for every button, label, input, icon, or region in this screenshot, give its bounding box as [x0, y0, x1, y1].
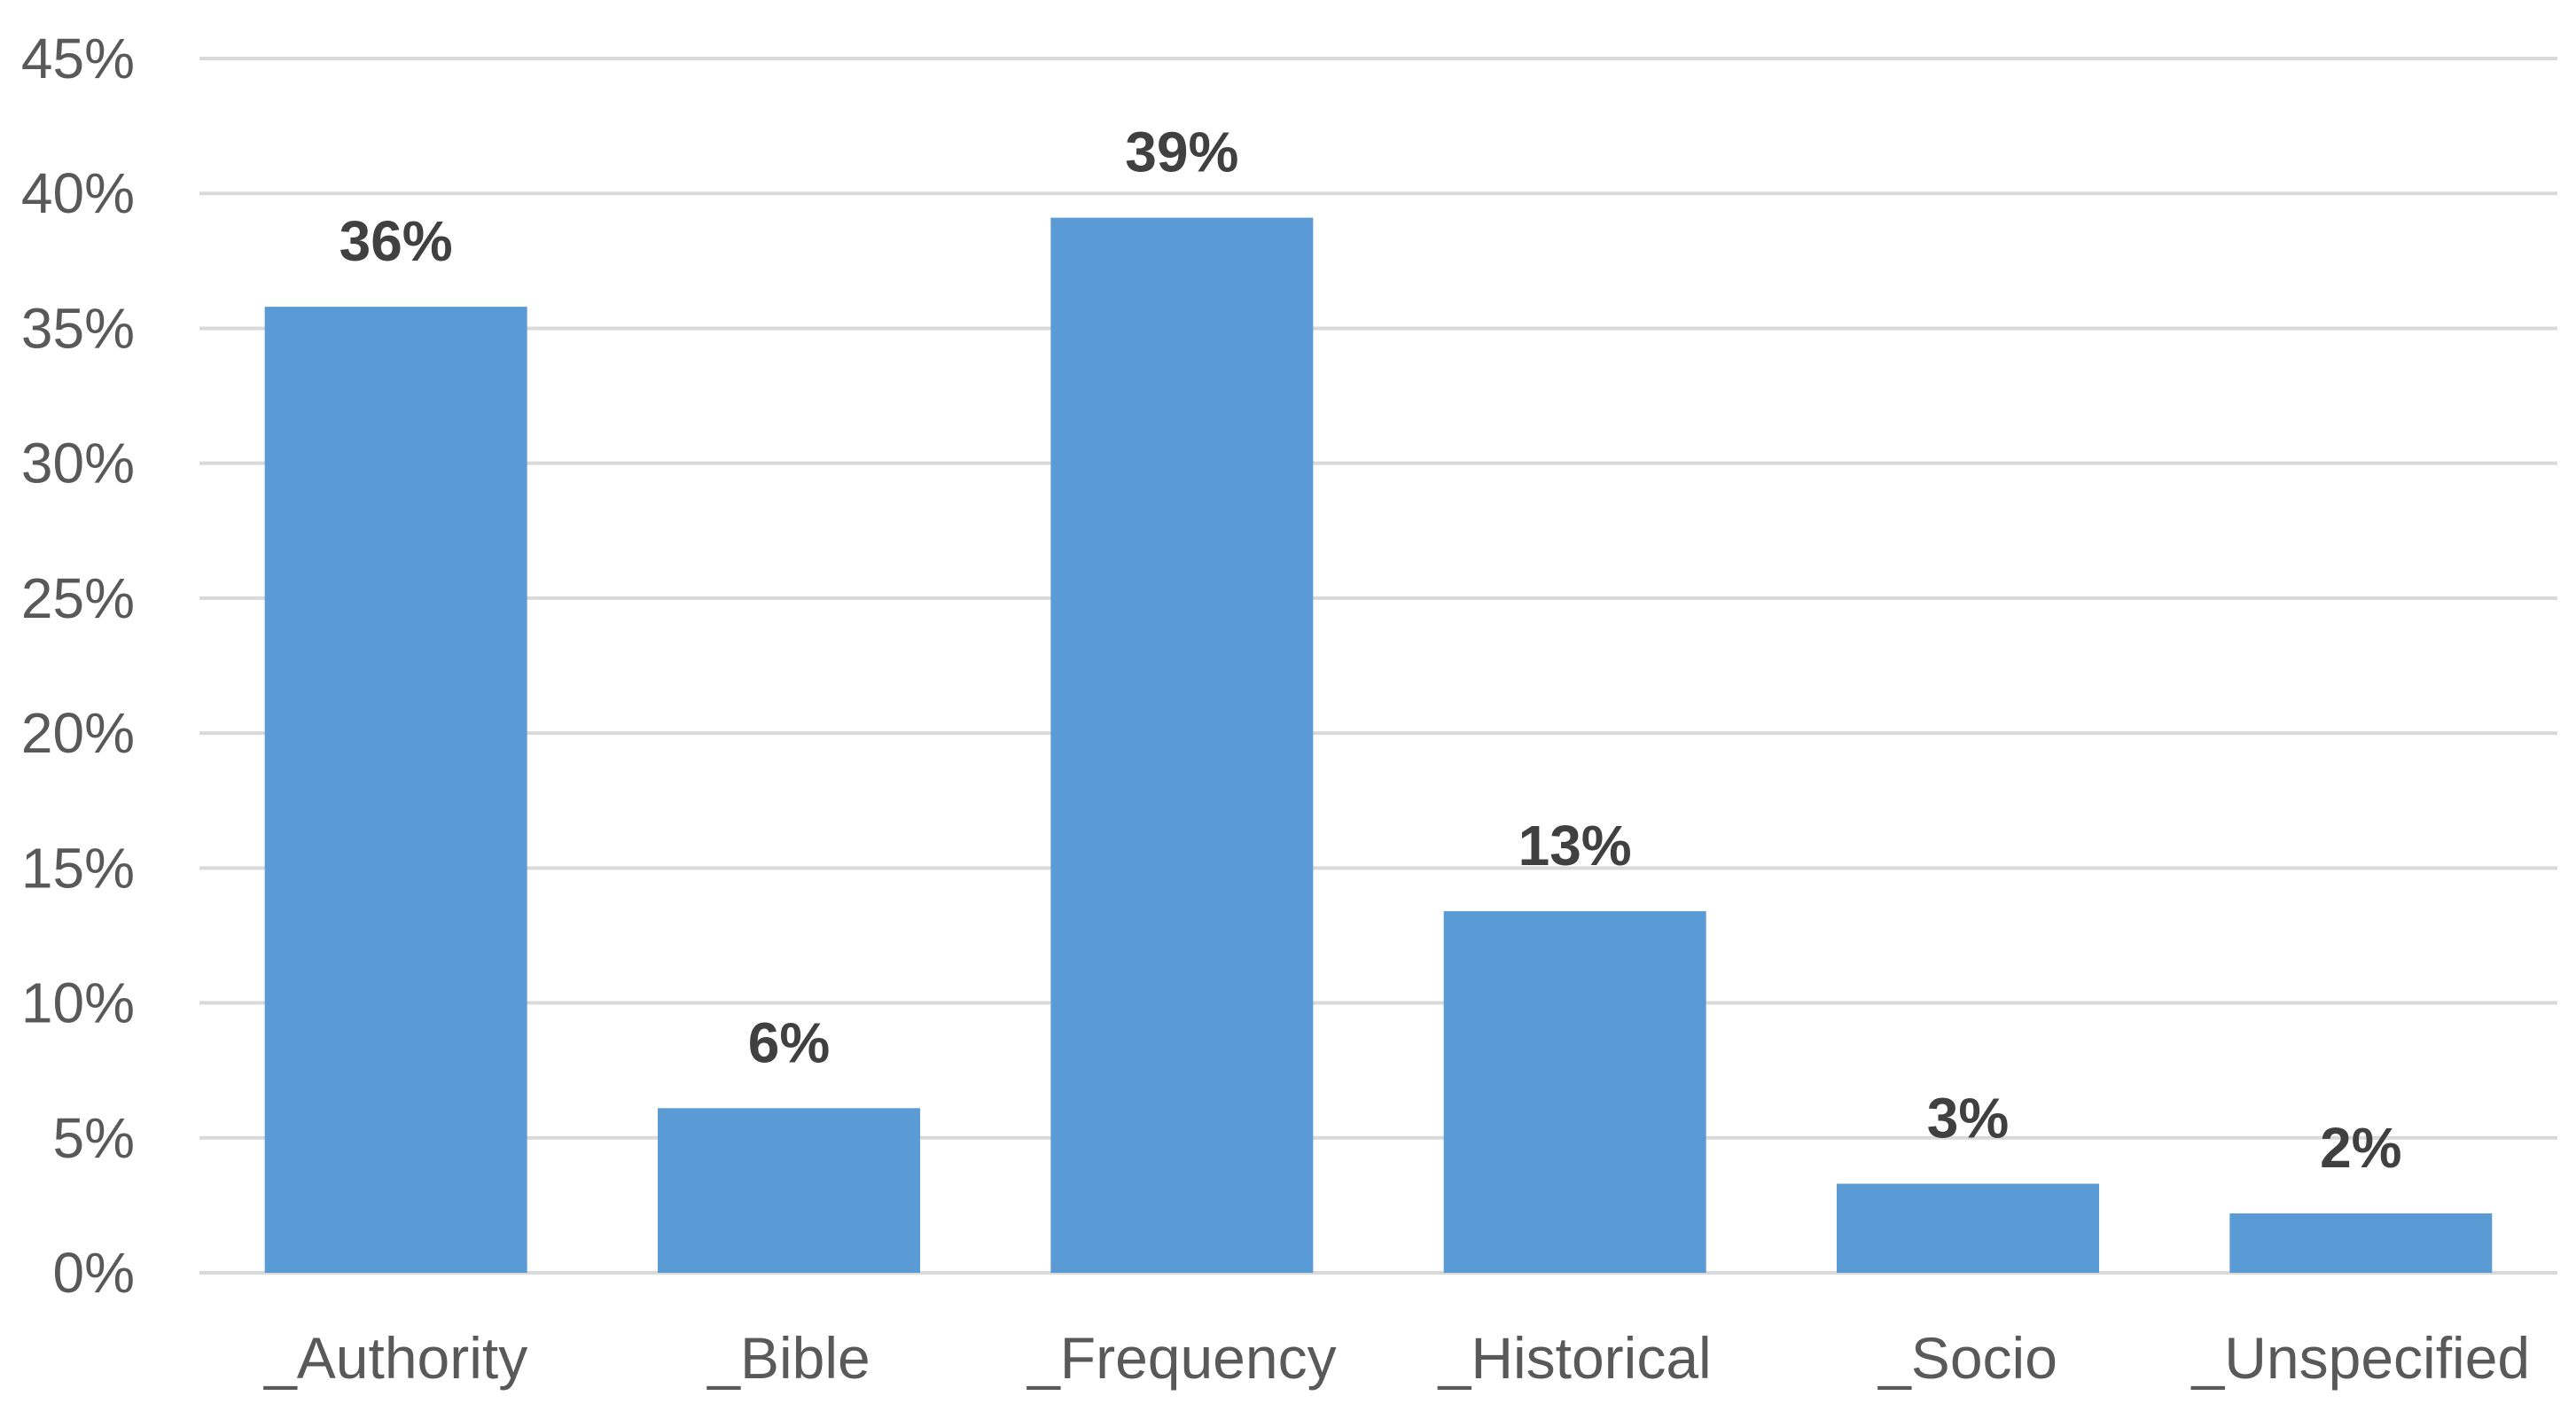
bar-frequency: [1050, 217, 1314, 1274]
data-label: 36%: [340, 209, 453, 273]
data-label: 39%: [1125, 121, 1238, 184]
x-tick-label: _Unspecified: [2191, 1325, 2531, 1391]
data-label: 6%: [748, 1010, 831, 1074]
bar-unspecified: [2229, 1213, 2493, 1273]
data-label: 3%: [1927, 1087, 2010, 1150]
y-tick-label: 40%: [21, 161, 135, 225]
x-axis: _Authority _Bible _Frequency _Historical _So…: [263, 1325, 2530, 1391]
bar-historical: [1443, 911, 1706, 1273]
x-tick-label: _Bible: [706, 1325, 870, 1391]
data-labels: 36% 6% 39% 13% 3% 2%: [340, 121, 2402, 1180]
y-tick-label: 10%: [21, 971, 135, 1035]
x-tick-label: _Historical: [1438, 1325, 1712, 1391]
y-tick-label: 0%: [53, 1241, 136, 1305]
y-tick-label: 25%: [21, 566, 135, 630]
y-tick-label: 5%: [53, 1106, 136, 1170]
gridlines: [199, 57, 2557, 1275]
bar-authority: [264, 307, 527, 1274]
x-tick-label: _Authority: [263, 1325, 527, 1391]
bar-socio: [1837, 1183, 2099, 1273]
data-label: 2%: [2320, 1116, 2402, 1180]
y-tick-label: 45%: [21, 27, 135, 90]
y-tick-label: 30%: [21, 432, 135, 495]
y-tick-label: 35%: [21, 296, 135, 360]
y-axis: 0% 5% 10% 15% 20% 25% 30% 35% 40% 45%: [21, 27, 135, 1305]
x-tick-label: _Socio: [1877, 1325, 2057, 1391]
data-label: 13%: [1518, 814, 1632, 877]
x-tick-label: _Frequency: [1026, 1325, 1337, 1391]
y-tick-label: 15%: [21, 836, 135, 900]
y-tick-label: 20%: [21, 701, 135, 765]
bars: [264, 217, 2493, 1274]
bar-bible: [658, 1108, 920, 1273]
